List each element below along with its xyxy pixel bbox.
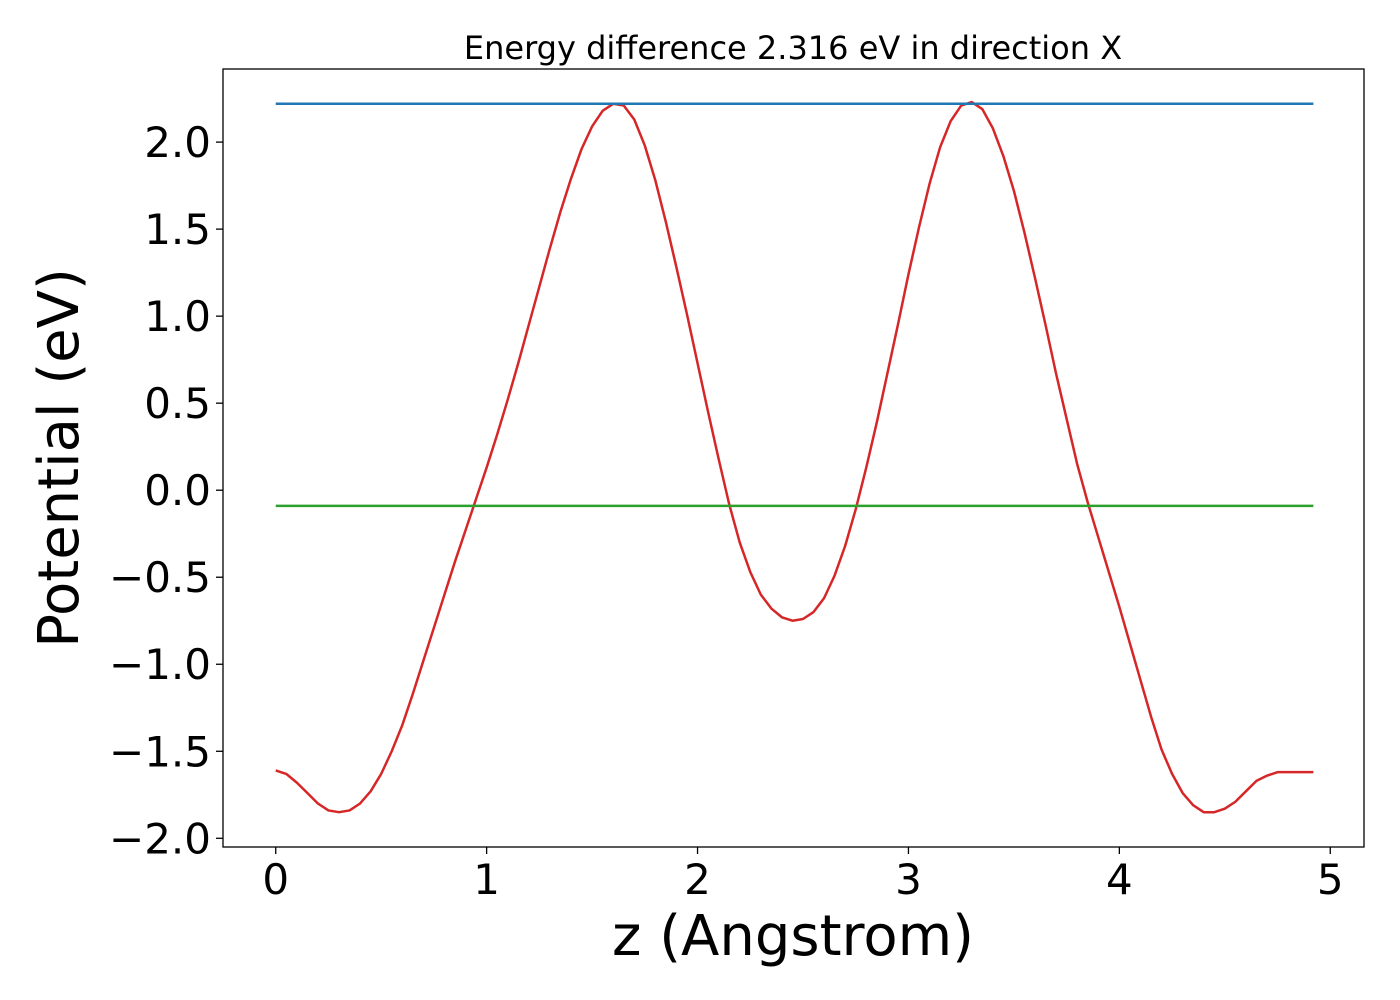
x-axis-label: z (Angstrom): [612, 904, 974, 969]
y-tick-label: 1.5: [144, 205, 211, 254]
y-tick-label: −1.5: [109, 727, 211, 776]
y-axis: 2.0 1.5 1.0 0.5 0.0 −0.5 −1.0 −1.5 −2.0: [109, 118, 223, 863]
y-tick-label: 2.0: [144, 118, 211, 167]
x-tick-label: 1: [473, 855, 500, 904]
y-tick-label: 0.5: [144, 379, 211, 428]
y-axis-label: Potential (eV): [27, 268, 92, 648]
y-tick-label: −2.0: [109, 814, 211, 863]
series-layer: [275, 100, 1314, 814]
x-axis: 0 1 2 3 4 5: [262, 847, 1344, 904]
y-tick-label: 0.0: [144, 466, 211, 515]
y-tick-label: 1.0: [144, 292, 211, 341]
series-line-0: [275, 100, 1314, 814]
x-tick-label: 4: [1106, 855, 1133, 904]
x-tick-label: 0: [262, 855, 289, 904]
x-tick-label: 3: [895, 855, 922, 904]
x-tick-label: 2: [684, 855, 711, 904]
chart-title: Energy difference 2.316 eV in direction …: [464, 29, 1122, 67]
x-tick-label: 5: [1317, 855, 1344, 904]
y-tick-label: −0.5: [109, 553, 211, 602]
plot-area-frame: [222, 68, 1365, 848]
y-tick-label: −1.0: [109, 640, 211, 689]
